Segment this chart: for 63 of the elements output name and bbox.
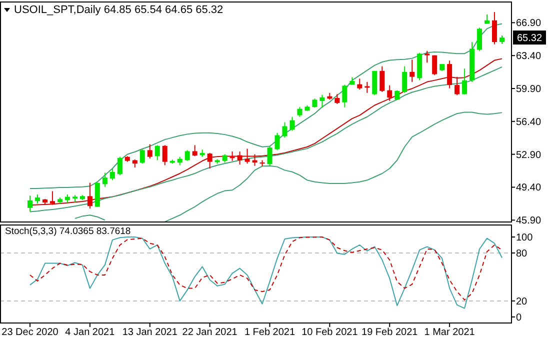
y-tick-label: 100	[516, 232, 534, 244]
candlestick	[147, 144, 152, 160]
candlestick	[357, 78, 362, 90]
x-tick-label: 10 Feb 2021	[302, 327, 358, 337]
candlestick	[402, 66, 408, 94]
y-tick-label: 0	[516, 312, 522, 324]
y-tick-label: 63.40	[516, 51, 542, 62]
y-tick-label: 80	[516, 248, 528, 260]
y-tick-label: 20	[516, 296, 528, 308]
candlestick	[28, 195, 32, 212]
candlestick	[252, 154, 258, 166]
candlestick	[110, 168, 115, 181]
candlestick	[244, 148, 250, 164]
candlestick	[154, 144, 160, 161]
candlestick	[102, 172, 108, 188]
candlestick	[320, 94, 325, 108]
y-tick-label: 52.90	[516, 150, 542, 161]
x-tick-label: 13 Jan 2021	[122, 327, 178, 337]
x-tick-label: 1 Feb 2021	[244, 327, 296, 337]
chart-title: USOIL_SPT,Daily 64.85 65.54 64.65 65.32	[14, 4, 224, 16]
text: 65.32	[516, 33, 542, 44]
y-tick-label: 66.90	[516, 18, 542, 30]
candlestick	[372, 70, 378, 96]
candlestick	[462, 68, 468, 95]
candlestick	[117, 156, 122, 176]
candlestick	[282, 122, 288, 138]
x-tick-label: 23 Dec 2020	[2, 327, 59, 337]
candlestick	[140, 149, 145, 164]
candlestick	[162, 144, 168, 166]
x-tick-label: 1 Mar 2021	[424, 327, 476, 337]
candlestick	[334, 94, 340, 105]
x-tick-label: 4 Jan 2021	[65, 327, 116, 337]
candlestick	[207, 152, 212, 170]
x-tick-label: 19 Feb 2021	[362, 327, 418, 337]
y-tick-label: 49.40	[516, 182, 542, 194]
y-tick-label: 59.90	[516, 84, 542, 95]
candlestick	[87, 182, 92, 209]
candlestick	[364, 81, 370, 94]
candlestick	[410, 59, 415, 82]
candlestick	[424, 50, 430, 64]
x-tick-label: 22 Jan 2021	[182, 327, 238, 337]
candlestick	[432, 54, 438, 76]
candlestick	[290, 116, 295, 132]
candlestick	[34, 194, 40, 204]
y-tick-label: 45.90	[516, 216, 542, 227]
chart-title: Stoch(5,3,3) 74.0365 83.7618	[5, 226, 131, 237]
candlestick	[192, 144, 198, 157]
candlestick	[477, 27, 482, 52]
candlestick	[50, 190, 55, 206]
candlestick	[454, 76, 460, 96]
candlestick	[387, 84, 392, 102]
candlestick	[94, 182, 100, 208]
candlestick	[237, 150, 242, 166]
candlestick	[342, 84, 348, 108]
candlestick	[274, 132, 280, 151]
candlestick	[447, 60, 452, 89]
candlestick	[312, 98, 318, 108]
candlestick	[297, 106, 302, 118]
y-tick-label: 56.40	[516, 116, 542, 128]
candlestick	[184, 150, 190, 162]
candlestick	[267, 146, 272, 166]
candlestick	[492, 12, 498, 45]
candlestick	[380, 66, 385, 92]
